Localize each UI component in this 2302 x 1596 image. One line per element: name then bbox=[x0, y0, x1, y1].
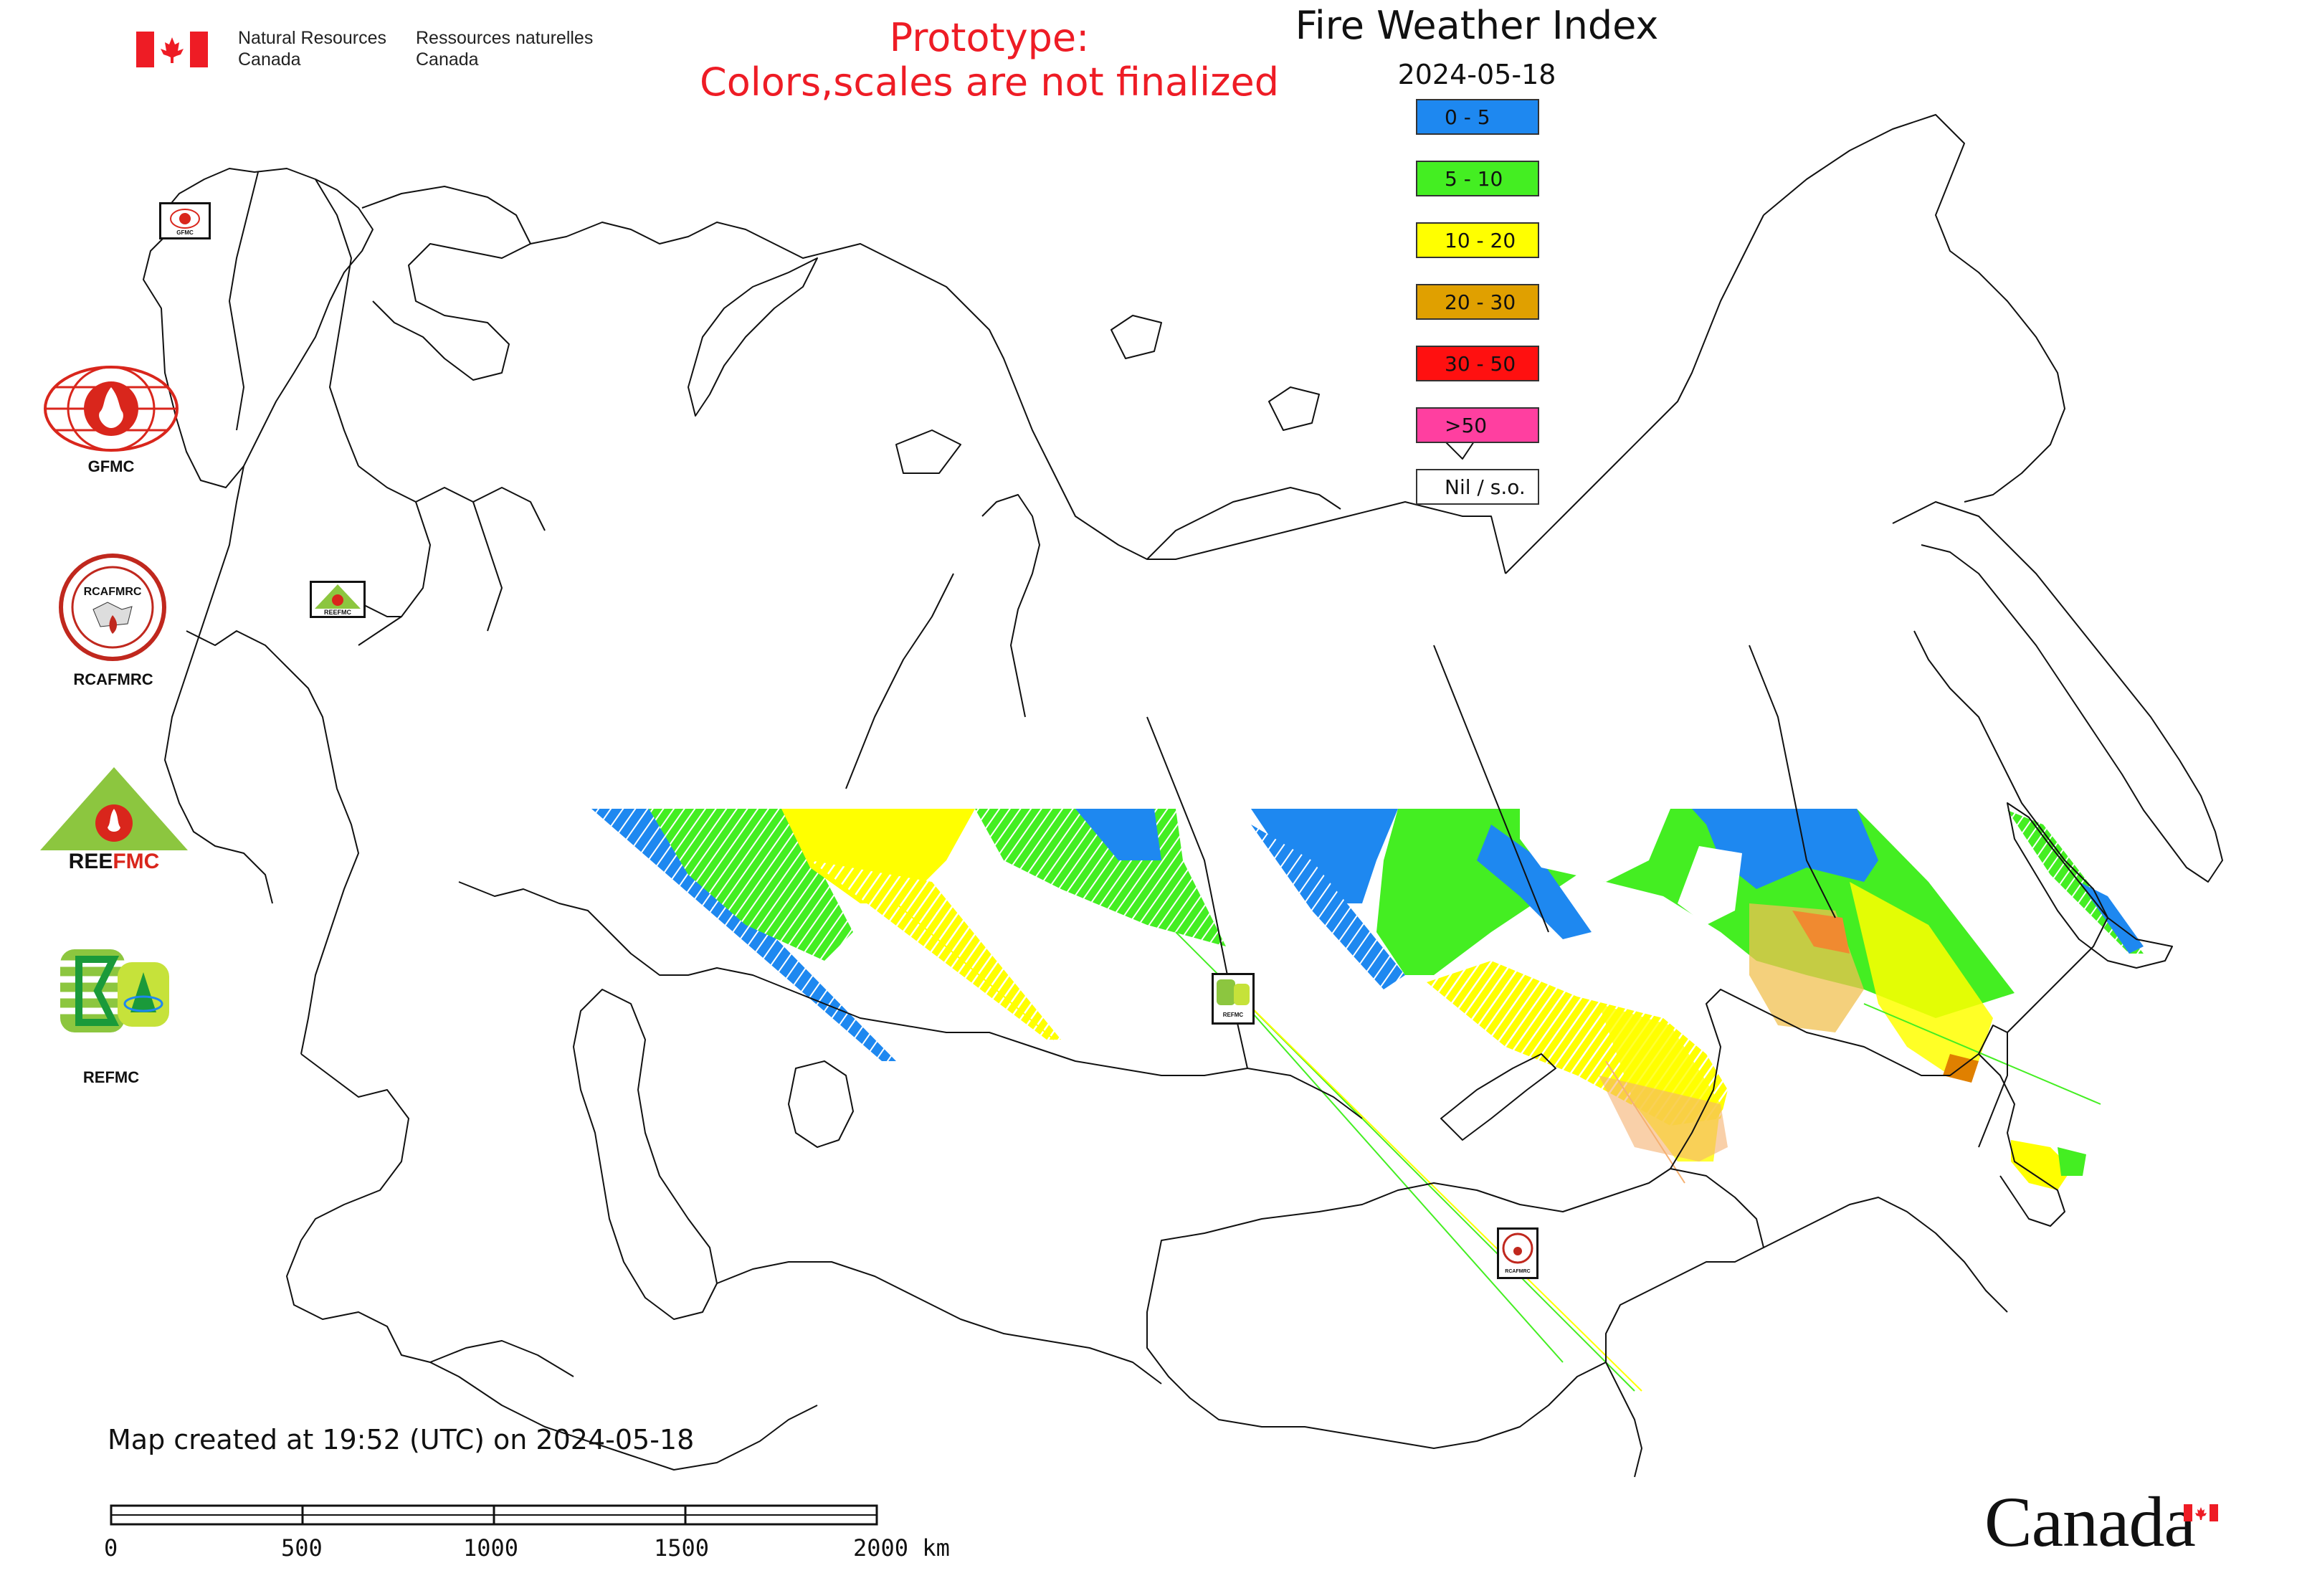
coastline-islands bbox=[1110, 315, 1162, 359]
coastline-aral bbox=[788, 1060, 854, 1148]
swath-east-blue-mid bbox=[1477, 825, 1592, 939]
coastline-baltic bbox=[164, 465, 273, 904]
lake-baikal bbox=[1440, 1053, 1556, 1141]
legend-item-0-5: 0 - 5 bbox=[1416, 99, 1539, 135]
swath-east-yellow-se bbox=[1850, 882, 1993, 1075]
border-western bbox=[186, 630, 359, 1055]
legend-item-30-50: 30 - 50 bbox=[1416, 346, 1539, 381]
swath-sakhalin-blue bbox=[2079, 882, 2144, 954]
streak-line bbox=[1232, 989, 1642, 1392]
map-date: 2024-05-18 bbox=[1397, 59, 1556, 90]
fwi-data-swaths bbox=[591, 809, 2144, 1392]
map-title: Fire Weather Index bbox=[1295, 3, 1659, 48]
coastline-chukotka bbox=[1763, 114, 2065, 503]
scale-tick-500: 500 bbox=[281, 1534, 323, 1562]
swath-east-blue bbox=[1251, 809, 1398, 903]
canada-wordmark-flag-icon bbox=[2184, 1504, 2218, 1521]
swath-west-blue2 bbox=[1075, 809, 1161, 860]
border-internal bbox=[358, 501, 431, 646]
nrcan-flag-icon bbox=[136, 32, 208, 67]
svg-text:REEFMC: REEFMC bbox=[324, 609, 352, 616]
border-internal bbox=[358, 465, 546, 531]
border-internal bbox=[1433, 645, 1549, 933]
svg-text:GFMC: GFMC bbox=[176, 229, 194, 236]
coastline-kamchatka bbox=[1892, 501, 2223, 883]
coastline-primorye bbox=[1978, 1053, 2065, 1227]
scale-tick-2000: 2000 km bbox=[853, 1534, 950, 1562]
coastline-anadyr bbox=[1505, 214, 1764, 574]
swath-west-yellow-streak bbox=[810, 860, 1061, 1040]
refmc-label: REFMC bbox=[82, 1068, 140, 1086]
legend-item-5-10: 5 - 10 bbox=[1416, 161, 1539, 196]
agency-name-en: Natural Resources Canada bbox=[238, 28, 387, 70]
swath-west-green2 bbox=[975, 809, 1226, 946]
border-mongolia bbox=[1146, 1168, 1764, 1449]
coastline-arctic bbox=[530, 222, 1506, 574]
agency-name-fr: Ressources naturelles Canada bbox=[416, 28, 594, 70]
swath-west-blue bbox=[591, 809, 896, 1061]
coastline-kola bbox=[361, 186, 531, 381]
swath-east-white-hole1 bbox=[1520, 809, 1670, 882]
border-china-south bbox=[1763, 1197, 2008, 1313]
scale-bar bbox=[110, 1504, 878, 1526]
coastline-islands bbox=[895, 429, 961, 474]
swath-primorye bbox=[2011, 1140, 2072, 1190]
map-linework bbox=[143, 114, 2223, 1478]
reefmc-logo-icon: REEFMC bbox=[37, 766, 191, 873]
map-badge-reefmc: REEFMC bbox=[310, 581, 366, 618]
border-internal bbox=[1749, 645, 1836, 918]
legend-item-10-20: 10 - 20 bbox=[1416, 222, 1539, 258]
border-internal bbox=[472, 501, 503, 632]
streak-line bbox=[895, 903, 1055, 1040]
streak-line bbox=[1605, 1060, 1685, 1184]
swath-east-white-hole2 bbox=[1678, 846, 1742, 925]
streak-line bbox=[1863, 1003, 2101, 1105]
coastline-novaya-zemlya bbox=[688, 257, 818, 417]
map-badge-rcafmrc: RCAFMRC bbox=[1497, 1227, 1538, 1279]
map-badge-refmc: REFMC bbox=[1212, 973, 1255, 1025]
swath-east-orange-core bbox=[1792, 911, 1850, 954]
coastline-sakhalin bbox=[2007, 802, 2173, 969]
refmc-logo-icon bbox=[57, 946, 172, 1036]
swath-east-lightorange bbox=[1599, 1075, 1728, 1162]
rcafmrc-logo-icon: RCAFMRC bbox=[57, 552, 168, 663]
svg-text:RCAFMRC: RCAFMRC bbox=[84, 586, 142, 598]
coastline-khabarovsk bbox=[1913, 630, 2108, 1033]
scale-tick-1500: 1500 bbox=[654, 1534, 710, 1562]
canada-wordmark: Canada bbox=[1984, 1482, 2196, 1562]
svg-text:REEFMC: REEFMC bbox=[69, 850, 160, 873]
scale-tick-1000: 1000 bbox=[463, 1534, 519, 1562]
coastline-yamal bbox=[981, 494, 1040, 718]
border-belarus-ukraine bbox=[300, 1053, 409, 1241]
coastline-islands bbox=[1268, 386, 1320, 431]
svg-text:RCAFMRC: RCAFMRC bbox=[1505, 1269, 1530, 1274]
border-russia-kazakhstan bbox=[458, 881, 1363, 1119]
map-created-note: Map created at 19:52 (UTC) on 2024-05-18 bbox=[108, 1424, 695, 1455]
legend-item-20-30: 20 - 30 bbox=[1416, 284, 1539, 320]
border-central-asia bbox=[716, 1261, 1162, 1384]
legend-item-nil: Nil / s.o. bbox=[1416, 469, 1539, 505]
border-norway-sweden bbox=[229, 171, 259, 431]
coastline-blacksea bbox=[286, 1240, 574, 1377]
swath-primorye-green bbox=[2058, 1147, 2086, 1176]
prototype-note: Prototype: Colors,scales are not finaliz… bbox=[700, 15, 1279, 105]
swath-west-yellow bbox=[781, 809, 975, 903]
gfmc-logo-icon bbox=[39, 362, 183, 455]
map-badge-gfmc: GFMC bbox=[159, 202, 211, 239]
border-internal bbox=[845, 573, 954, 789]
border-china bbox=[1670, 989, 2008, 1169]
rcafmrc-label: RCAFMRC bbox=[73, 670, 153, 688]
gfmc-label: GFMC bbox=[87, 457, 135, 475]
border-finland bbox=[315, 179, 359, 467]
streak-line bbox=[1218, 974, 1564, 1363]
border-central-asia bbox=[429, 1362, 818, 1471]
border-china-west bbox=[1605, 1362, 1642, 1478]
swath-east-blue-streak bbox=[1251, 825, 1405, 989]
svg-text:REFMC: REFMC bbox=[1223, 1012, 1244, 1018]
legend-item-over-50: >50 bbox=[1416, 407, 1539, 443]
coastline-caspian bbox=[573, 989, 718, 1320]
scale-tick-0: 0 bbox=[104, 1534, 118, 1562]
coastline-taymyr bbox=[1146, 487, 1341, 560]
